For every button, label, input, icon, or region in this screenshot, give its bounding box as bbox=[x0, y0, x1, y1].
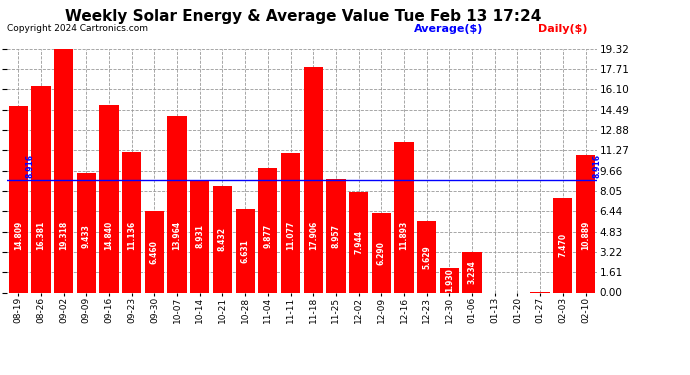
Text: 8.931: 8.931 bbox=[195, 224, 204, 248]
Bar bbox=[145, 211, 164, 292]
Text: 11.893: 11.893 bbox=[400, 221, 408, 251]
Text: 11.077: 11.077 bbox=[286, 221, 295, 251]
Bar bbox=[77, 174, 96, 292]
Text: 6.290: 6.290 bbox=[377, 241, 386, 265]
Text: 1.930: 1.930 bbox=[445, 268, 454, 292]
Text: 11.136: 11.136 bbox=[127, 221, 136, 250]
Bar bbox=[372, 213, 391, 292]
Text: 16.381: 16.381 bbox=[37, 221, 46, 251]
Text: 3.234: 3.234 bbox=[468, 260, 477, 284]
Text: 13.964: 13.964 bbox=[172, 221, 181, 250]
Bar bbox=[417, 222, 436, 292]
Bar bbox=[553, 198, 573, 292]
Text: Daily($): Daily($) bbox=[538, 24, 588, 34]
Bar bbox=[326, 180, 346, 292]
Bar bbox=[168, 116, 187, 292]
Bar bbox=[462, 252, 482, 292]
Text: 7.470: 7.470 bbox=[558, 233, 567, 258]
Bar bbox=[395, 142, 413, 292]
Bar bbox=[349, 192, 368, 292]
Bar bbox=[440, 268, 459, 292]
Text: 6.460: 6.460 bbox=[150, 240, 159, 264]
Text: 5.629: 5.629 bbox=[422, 245, 431, 269]
Bar bbox=[281, 153, 300, 292]
Bar bbox=[576, 155, 595, 292]
Text: 14.809: 14.809 bbox=[14, 221, 23, 251]
Text: 9.877: 9.877 bbox=[264, 224, 273, 248]
Bar bbox=[31, 86, 50, 292]
Text: 6.631: 6.631 bbox=[241, 239, 250, 262]
Bar bbox=[258, 168, 277, 292]
Text: 19.318: 19.318 bbox=[59, 221, 68, 251]
Text: 8.916: 8.916 bbox=[25, 154, 34, 178]
Bar bbox=[122, 152, 141, 292]
Text: Average($): Average($) bbox=[414, 24, 484, 34]
Text: 8.957: 8.957 bbox=[331, 224, 340, 248]
Bar bbox=[99, 105, 119, 292]
Text: Weekly Solar Energy & Average Value Tue Feb 13 17:24: Weekly Solar Energy & Average Value Tue … bbox=[66, 9, 542, 24]
Text: 8.916: 8.916 bbox=[592, 154, 601, 178]
Text: 17.906: 17.906 bbox=[308, 221, 317, 251]
Bar bbox=[235, 209, 255, 292]
Text: Copyright 2024 Cartronics.com: Copyright 2024 Cartronics.com bbox=[7, 24, 148, 33]
Bar bbox=[54, 49, 73, 292]
Text: 7.944: 7.944 bbox=[354, 230, 363, 254]
Bar bbox=[8, 106, 28, 292]
Bar bbox=[213, 186, 232, 292]
Text: 8.432: 8.432 bbox=[218, 227, 227, 251]
Text: 14.840: 14.840 bbox=[104, 221, 114, 251]
Text: 9.433: 9.433 bbox=[82, 224, 91, 248]
Bar bbox=[304, 67, 323, 292]
Bar bbox=[190, 180, 209, 292]
Text: 10.889: 10.889 bbox=[581, 221, 590, 251]
